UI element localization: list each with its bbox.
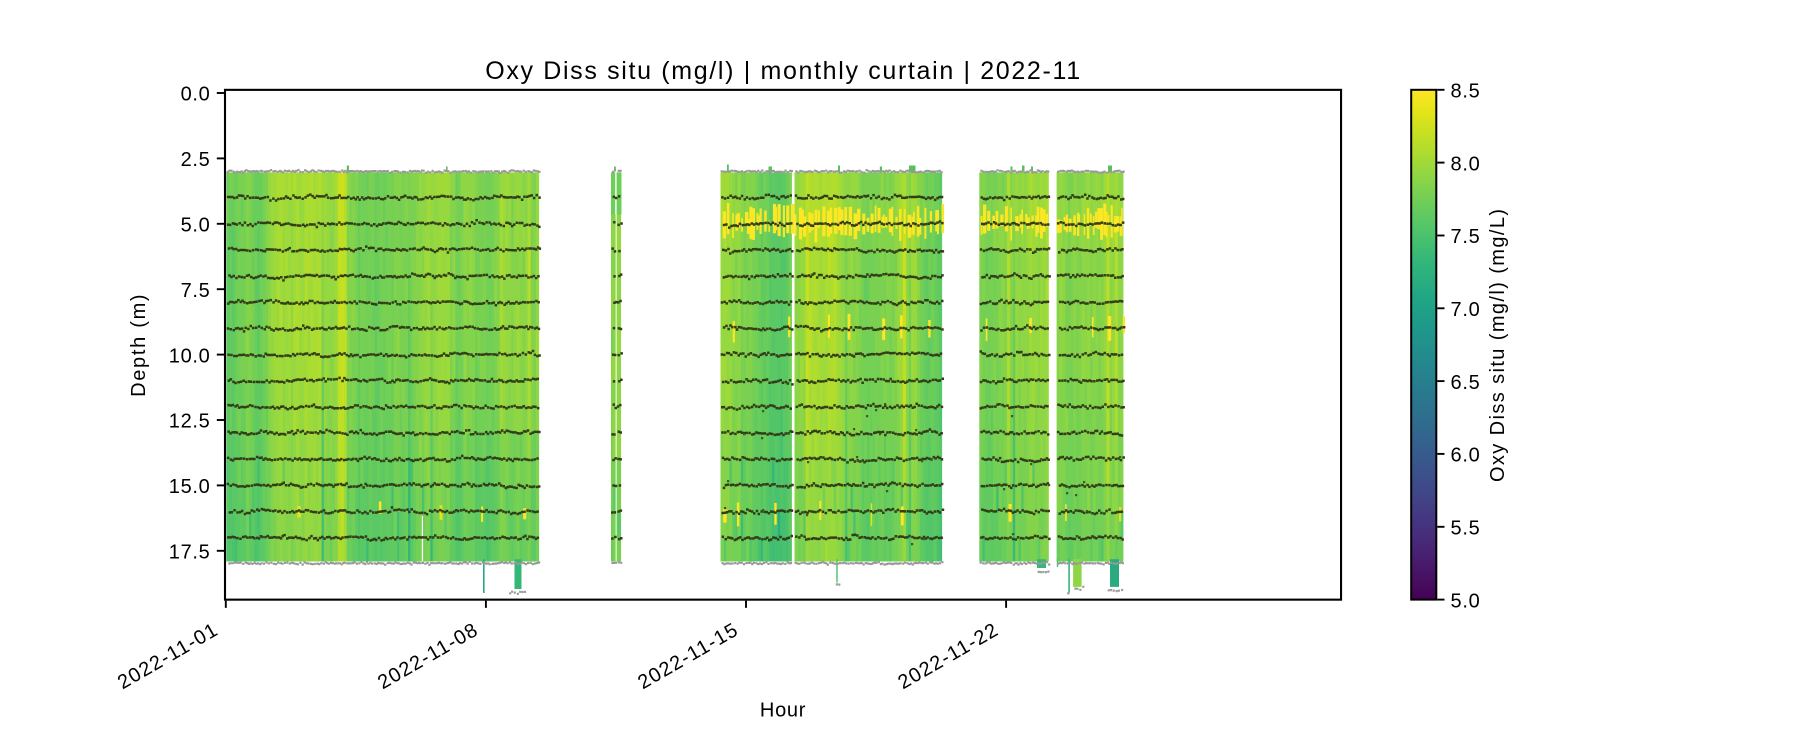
svg-text:5.5: 5.5	[1451, 518, 1481, 540]
svg-text:6.5: 6.5	[1451, 372, 1481, 394]
svg-text:6.0: 6.0	[1451, 445, 1481, 467]
svg-text:8.0: 8.0	[1451, 153, 1481, 175]
svg-text:10.0: 10.0	[169, 345, 211, 367]
svg-text:Depth (m): Depth (m)	[128, 293, 150, 397]
svg-text:Oxy Diss situ (mg/l) (mg/L): Oxy Diss situ (mg/l) (mg/L)	[1487, 208, 1509, 482]
svg-text:7.0: 7.0	[1451, 299, 1481, 321]
svg-text:12.5: 12.5	[169, 411, 211, 433]
svg-text:5.0: 5.0	[1451, 590, 1481, 612]
svg-text:Oxy Diss situ (mg/l) | monthly: Oxy Diss situ (mg/l) | monthly curtain |…	[485, 57, 1082, 85]
svg-text:2.5: 2.5	[181, 149, 211, 171]
svg-text:17.5: 17.5	[169, 542, 211, 564]
svg-text:8.5: 8.5	[1451, 81, 1481, 103]
svg-text:7.5: 7.5	[181, 280, 211, 302]
svg-text:15.0: 15.0	[169, 476, 211, 498]
svg-text:0.0: 0.0	[181, 84, 211, 106]
svg-text:7.5: 7.5	[1451, 226, 1481, 248]
svg-text:Hour: Hour	[760, 700, 806, 722]
svg-text:5.0: 5.0	[181, 215, 211, 237]
